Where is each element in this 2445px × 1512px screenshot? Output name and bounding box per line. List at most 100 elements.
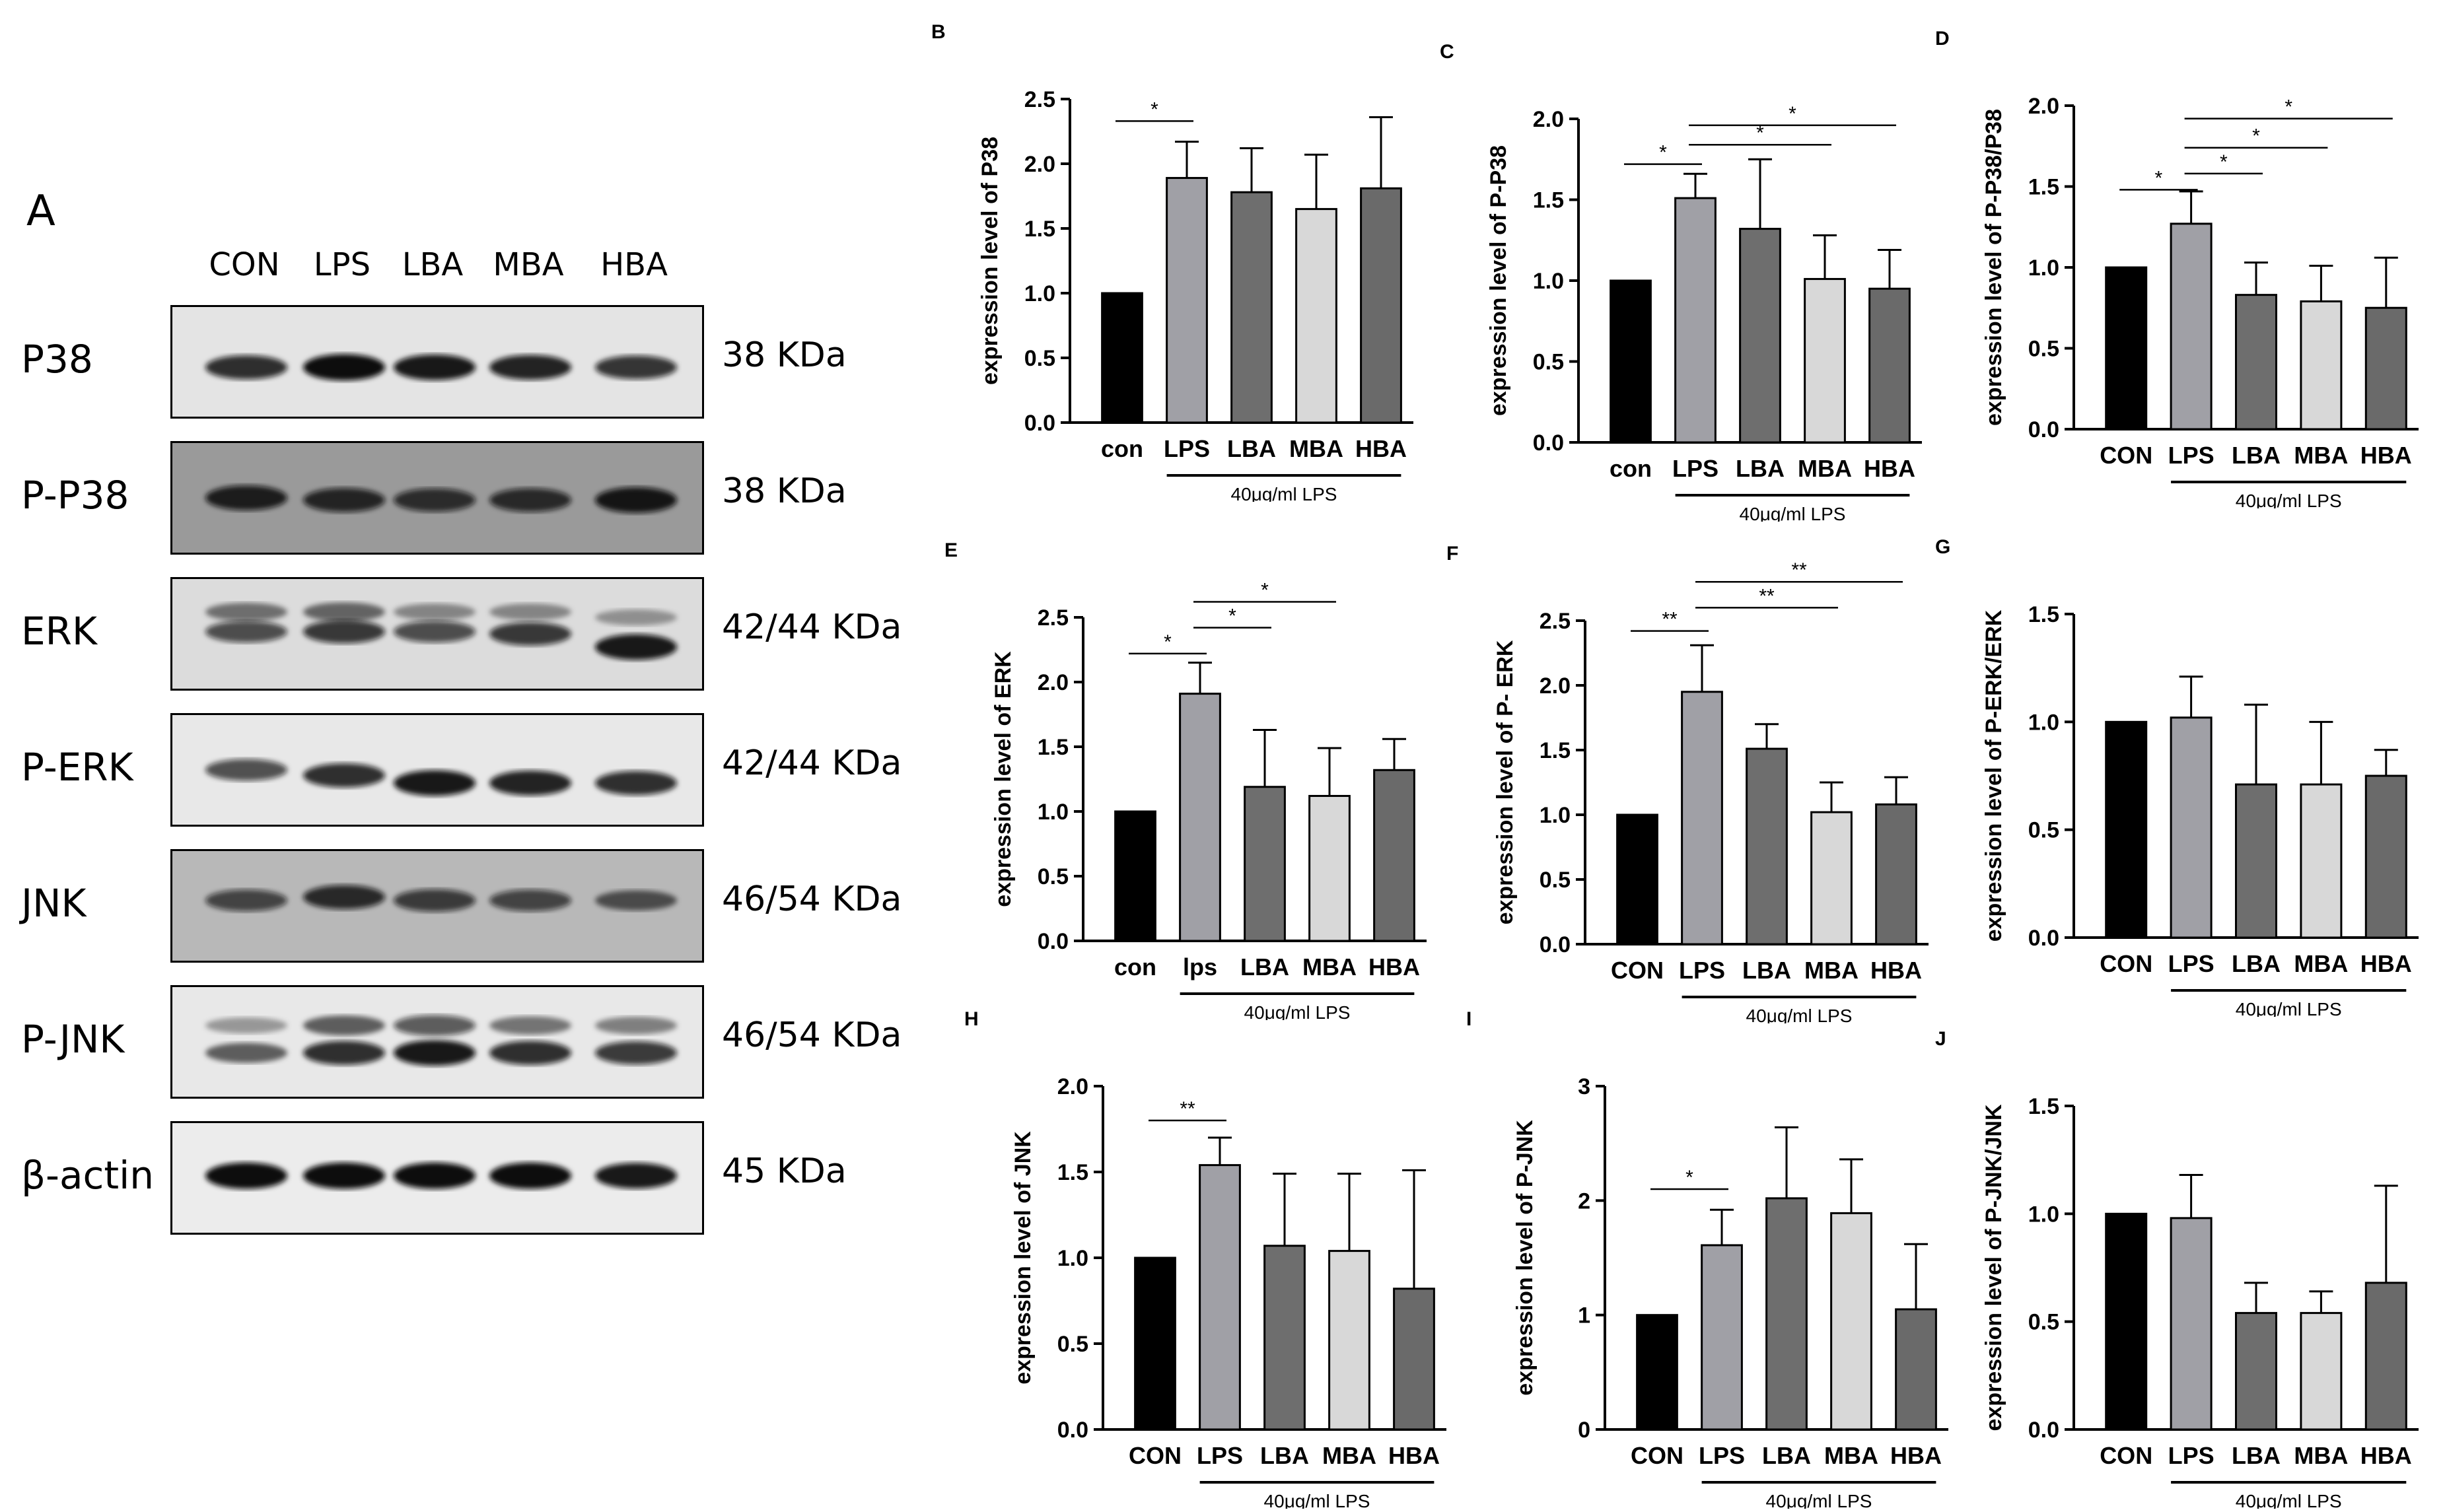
y-tick-label: 0.0 (2028, 1418, 2059, 1443)
y-tick-label: 0.0 (1038, 929, 1069, 954)
protein-band (394, 1015, 476, 1036)
significance-star: * (1685, 1167, 1693, 1188)
category-label: MBA (1804, 957, 1859, 984)
chart-svg: B 0.0 0.5 1.0 1.5 2.0 2.5 expression level of P… (931, 21, 1413, 504)
category-label: HBA (1890, 1442, 1942, 1469)
protein-band (205, 759, 287, 781)
blot-row-label: ERK (21, 609, 97, 654)
significance-star: * (1261, 579, 1269, 601)
panel-letter: F (1446, 543, 1458, 565)
treatment-label: 40μg/ml LPS (1231, 484, 1337, 502)
y-tick-label: 1.0 (1024, 281, 1055, 306)
significance-star: * (2155, 167, 2163, 189)
y-tick-label: 0.0 (1540, 932, 1571, 957)
bar (1244, 786, 1286, 942)
protein-band (489, 355, 571, 380)
blot-row-label: P38 (21, 337, 93, 382)
bar (1739, 228, 1781, 444)
protein-band (394, 770, 476, 796)
bar (1868, 287, 1911, 444)
category-label: MBA (1798, 455, 1852, 482)
panel-letter: H (964, 1008, 979, 1030)
y-tick-label: 0.0 (1024, 411, 1055, 436)
category-label: MBA (1302, 953, 1357, 980)
protein-band (205, 621, 287, 643)
category-label: LPS (2168, 950, 2215, 977)
molecular-weight-label: 45 KDa (722, 1151, 847, 1191)
y-tick-label: 2.0 (1038, 670, 1069, 695)
protein-band (303, 602, 385, 622)
category-label: MBA (2294, 950, 2348, 977)
bar (1230, 191, 1273, 424)
bar (1308, 794, 1351, 942)
protein-band (205, 602, 287, 621)
category-label: LPS (2168, 1442, 2215, 1469)
category-label: CON (1611, 957, 1664, 984)
blot-row-label: β-actin (21, 1153, 154, 1198)
panel-letter-a: A (26, 187, 55, 236)
category-label: LBA (1240, 953, 1289, 980)
category-label: MBA (1824, 1442, 1878, 1469)
category-label: HBA (1864, 455, 1915, 482)
y-axis-label: expression level of P-JNK (1512, 1120, 1538, 1396)
y-tick-label: 1.5 (1540, 738, 1571, 763)
blot-strip (170, 1121, 704, 1235)
y-tick-label: 1.0 (1533, 269, 1564, 294)
protein-band (489, 488, 571, 512)
protein-band (489, 1041, 571, 1065)
chart-j: J 0.0 0.5 1.0 1.5 expression level of P-JNK/J… (1922, 1007, 2445, 1511)
y-tick-label: 0.0 (1057, 1418, 1088, 1443)
panel-letter: C (1440, 41, 1454, 63)
protein-band (595, 609, 677, 626)
protein-band (303, 1015, 385, 1036)
significance-star: * (1151, 98, 1158, 120)
treatment-label: 40μg/ml LPS (1766, 1491, 1872, 1509)
bar (2170, 1217, 2213, 1431)
category-label: LPS (1679, 957, 1725, 984)
protein-band (595, 487, 677, 513)
protein-band (394, 889, 476, 912)
category-label: HBA (2360, 442, 2412, 469)
protein-band (595, 1016, 677, 1035)
y-tick-label: 0.5 (1540, 868, 1571, 893)
bar (2105, 720, 2148, 939)
y-tick-label: 1.0 (1038, 800, 1069, 825)
western-blot-panel: A CON LPS LBA MBA HBA P38 38 KDa P-P38 38 KDa ER… (0, 0, 918, 1509)
chart-h: H 0.0 0.5 1.0 1.5 2.0 expression level of JNK C… (951, 987, 1473, 1511)
protein-band (595, 355, 677, 380)
bar (2300, 1312, 2343, 1431)
treatment-label: 40μg/ml LPS (1244, 1002, 1351, 1020)
bar (1895, 1308, 1937, 1431)
category-label: con (1114, 953, 1156, 980)
bar (1114, 810, 1156, 942)
chart-i: I 0 1 2 3 expression level of P-JNK CON LPS LBA M… (1453, 987, 1975, 1511)
y-tick-label: 1.5 (1533, 188, 1564, 213)
y-tick-label: 1.0 (1540, 803, 1571, 828)
chart-svg: D 0.0 0.5 1.0 1.5 2.0 expression level of P-P3… (1935, 28, 2419, 511)
bar (2364, 1282, 2407, 1431)
y-axis-label: expression level of P-JNK/JNK (1981, 1104, 2006, 1431)
protein-band (489, 771, 571, 796)
category-label: CON (2100, 442, 2152, 469)
y-tick-label: 2.0 (1533, 107, 1564, 132)
y-tick-label: 0.5 (2028, 1310, 2059, 1335)
chart-svg: H 0.0 0.5 1.0 1.5 2.0 expression level of JNK C… (964, 1008, 1446, 1511)
category-label: LBA (1736, 455, 1785, 482)
panel-letter: B (931, 21, 946, 43)
protein-band (303, 885, 385, 909)
bar (1681, 691, 1723, 945)
bar (2105, 1212, 2148, 1431)
chart-d: D 0.0 0.5 1.0 1.5 2.0 expression level of P-P3… (1922, 7, 2445, 511)
protein-band (303, 1162, 385, 1189)
protein-band (595, 890, 677, 911)
protein-band (489, 603, 571, 621)
category-label: HBA (2360, 950, 2412, 977)
y-tick-label: 2 (1578, 1188, 1590, 1214)
y-tick-label: 0.0 (1533, 430, 1564, 456)
bar (1875, 803, 1917, 945)
protein-band (394, 1162, 476, 1189)
protein-band (489, 889, 571, 912)
bar (1701, 1244, 1743, 1431)
category-label: MBA (2294, 1442, 2348, 1469)
significance-star: ** (1759, 585, 1775, 607)
